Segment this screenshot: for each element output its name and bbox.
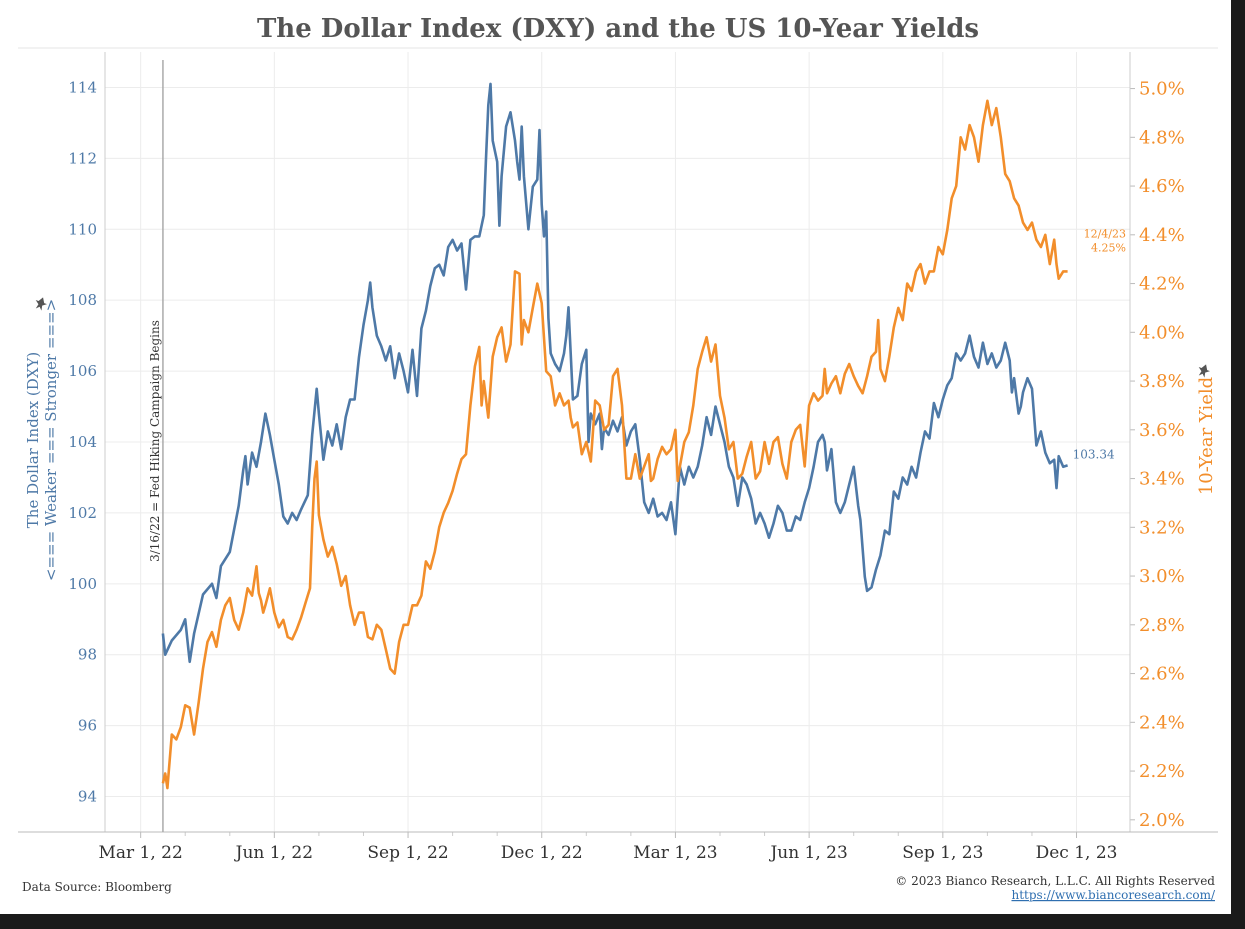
- dxy-end-label: 103.34: [1073, 447, 1115, 461]
- y-axis-left-label: The Dollar Index (DXY): [24, 352, 42, 528]
- x-tick-label: Jun 1, 22: [234, 843, 313, 863]
- y-right-tick-label: 3.6%: [1139, 420, 1185, 441]
- y-right-tick-label: 4.6%: [1139, 176, 1185, 197]
- yield-series-line: [161, 99, 1068, 790]
- x-tick-label: Sep 1, 22: [367, 843, 448, 863]
- y-left-tick-label: 110: [68, 220, 97, 238]
- y-left-tick-label: 96: [78, 717, 97, 735]
- y-right-tick-label: 3.2%: [1139, 517, 1185, 538]
- pin-icon[interactable]: [1196, 362, 1212, 378]
- right-axis-title: 10-Year Yield: [1196, 362, 1217, 495]
- y-left-tick-label: 102: [68, 504, 97, 522]
- y-right-tick-label: 4.8%: [1139, 127, 1185, 148]
- dxy-series-line: [161, 82, 1068, 664]
- axes: [18, 52, 1218, 838]
- chart-frame: The Dollar Index (DXY) and the US 10-Yea…: [0, 0, 1231, 914]
- y-right-tick-label: 2.6%: [1139, 664, 1185, 685]
- y-right-tick-label: 2.8%: [1139, 615, 1185, 636]
- y-axis-right-label: 10-Year Yield: [1196, 377, 1217, 495]
- y-right-tick-label: 3.4%: [1139, 469, 1185, 490]
- y-left-tick-label: 98: [78, 646, 97, 664]
- chart-canvas: The Dollar Index (DXY) and the US 10-Yea…: [18, 14, 1218, 902]
- y-left-tick-label: 100: [68, 575, 97, 593]
- y-axis-left-sublabel: <=== Weaker === Stronger ===>: [42, 299, 60, 581]
- x-tick-label: Mar 1, 22: [98, 843, 182, 863]
- y-right-tick-label: 4.2%: [1139, 274, 1185, 295]
- x-tick-label: Jun 1, 23: [768, 843, 847, 863]
- x-tick-label: Dec 1, 23: [1036, 843, 1118, 863]
- left-axis-title: The Dollar Index (DXY) <=== Weaker === S…: [24, 295, 60, 581]
- y-left-tick-label: 112: [68, 149, 97, 167]
- y-right-tick-label: 2.0%: [1139, 810, 1185, 831]
- y-right-tick-label: 3.8%: [1139, 371, 1185, 392]
- x-tick-label: Mar 1, 23: [633, 843, 717, 863]
- series-lines: [161, 82, 1068, 790]
- y-right-tick-label: 4.4%: [1139, 225, 1185, 246]
- y-left-tick-label: 104: [68, 433, 97, 451]
- y-right-tick-label: 2.2%: [1139, 761, 1185, 782]
- tick-labels: Mar 1, 22 Jun 1, 22 Sep 1, 22 Dec 1, 22 Mar …: [68, 78, 1184, 863]
- y-left-tick-label: 114: [68, 78, 97, 96]
- chart-title: The Dollar Index (DXY) and the US 10-Yea…: [257, 14, 979, 44]
- y-right-tick-label: 4.0%: [1139, 322, 1185, 343]
- y-left-tick-label: 108: [68, 291, 97, 309]
- fed-hiking-annotation: 3/16/22 = Fed Hiking Campaign Begins: [148, 320, 162, 562]
- grid-lines: [105, 52, 1130, 832]
- x-tick-label: Dec 1, 22: [501, 843, 583, 863]
- website-link[interactable]: https://www.biancoresearch.com/: [1011, 888, 1215, 902]
- y-right-tick-label: 2.4%: [1139, 712, 1185, 733]
- y-left-tick-label: 106: [68, 362, 97, 380]
- annotations: 3/16/22 = Fed Hiking Campaign Begins 103…: [148, 227, 1126, 562]
- yield-end-value-label: 4.25%: [1091, 241, 1126, 254]
- y-left-tick-label: 94: [78, 788, 97, 806]
- data-source-note: Data Source: Bloomberg: [22, 880, 172, 894]
- pin-icon[interactable]: [33, 295, 49, 311]
- copyright-note: © 2023 Bianco Research, L.L.C. All Right…: [895, 874, 1215, 888]
- y-right-tick-label: 3.0%: [1139, 566, 1185, 587]
- y-right-tick-label: 5.0%: [1139, 79, 1185, 100]
- x-tick-label: Sep 1, 23: [902, 843, 983, 863]
- yield-end-date-label: 12/4/23: [1084, 227, 1126, 240]
